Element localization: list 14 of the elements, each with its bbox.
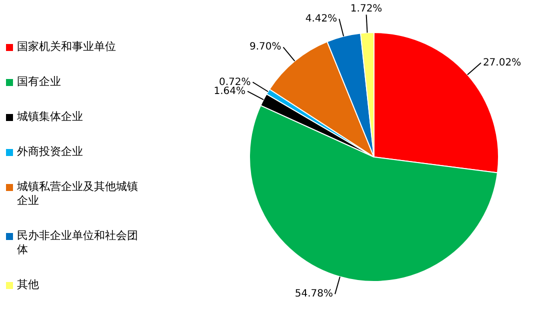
legend-label: 外商投资企业 [17, 145, 83, 159]
legend-label: 其他 [17, 278, 39, 292]
legend-label: 民办非企业单位和社会团体 [17, 229, 139, 257]
legend-label: 国有企业 [17, 75, 61, 89]
data-label: 54.78% [294, 288, 334, 300]
data-label: 1.64% [214, 86, 246, 97]
data-label: 4.42% [305, 13, 338, 24]
legend-label: 城镇私营企业及其他城镇企业 [17, 180, 139, 208]
legend-label: 国家机关和事业单位 [17, 40, 116, 54]
data-label: 9.70% [249, 42, 282, 53]
data-label: 0.72% [218, 76, 251, 88]
legend-label: 城镇集体企业 [17, 110, 83, 124]
data-label: 1.72% [350, 3, 382, 14]
data-label: 27.02% [482, 57, 522, 68]
